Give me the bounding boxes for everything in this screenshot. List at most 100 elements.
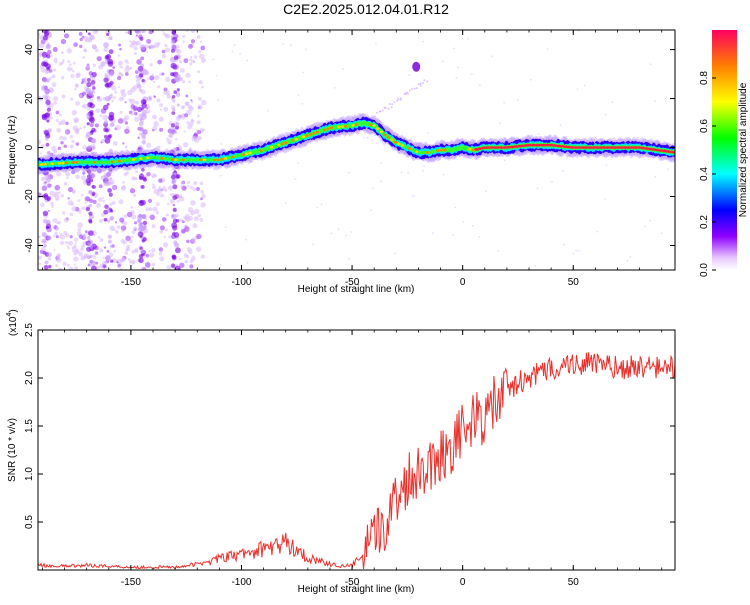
noise-speckle bbox=[411, 87, 414, 90]
noise-speckle bbox=[196, 114, 200, 118]
noise-column-speckle bbox=[140, 249, 145, 254]
ridge-core bbox=[576, 146, 582, 149]
noise-speckle bbox=[80, 193, 84, 197]
noise-speckle bbox=[103, 265, 107, 268]
ridge-core bbox=[354, 123, 359, 126]
noise-speckle bbox=[55, 264, 59, 268]
noise-speckle bbox=[86, 106, 91, 111]
noise-speckle bbox=[48, 68, 53, 73]
noise-speckle bbox=[77, 227, 82, 232]
noise-speckle bbox=[61, 94, 66, 99]
noise-column-speckle bbox=[139, 246, 143, 251]
noise-speckle bbox=[611, 101, 614, 104]
ridge-core bbox=[160, 157, 164, 160]
noise-column-speckle bbox=[42, 218, 48, 224]
ridge-core bbox=[580, 146, 586, 149]
noise-column-speckle bbox=[109, 244, 113, 248]
noise-speckle bbox=[134, 247, 139, 252]
y-tick-label: -40 bbox=[24, 238, 35, 253]
x-tick-label: 0 bbox=[460, 577, 466, 588]
ridge-core bbox=[64, 161, 68, 165]
noise-speckle bbox=[471, 224, 474, 227]
noise-speckle bbox=[370, 209, 373, 212]
noise-speckle bbox=[46, 49, 52, 55]
y-tick-label: 0.5 bbox=[24, 515, 35, 529]
ridge-core bbox=[591, 146, 597, 149]
noise-speckle bbox=[60, 140, 64, 145]
noise-speckle bbox=[626, 259, 629, 262]
ridge-core bbox=[291, 139, 295, 142]
noise-speckle bbox=[366, 136, 369, 139]
y-tick-label: 2.5 bbox=[24, 323, 35, 337]
noise-column-speckle bbox=[169, 129, 176, 135]
noise-speckle bbox=[119, 110, 123, 115]
noise-speckle bbox=[155, 202, 160, 207]
noise-speckle bbox=[83, 80, 87, 84]
noise-speckle bbox=[68, 240, 73, 246]
noise-speckle bbox=[197, 104, 203, 110]
noise-speckle bbox=[164, 43, 168, 48]
noise-speckle bbox=[387, 107, 390, 110]
noise-speckle bbox=[118, 96, 124, 102]
ridge-core bbox=[379, 130, 383, 134]
noise-speckle bbox=[67, 246, 70, 250]
noise-column-speckle bbox=[42, 210, 49, 217]
noise-speckle bbox=[394, 252, 397, 255]
noise-column-speckle bbox=[108, 167, 113, 172]
noise-speckle bbox=[189, 264, 194, 269]
noise-column-speckle bbox=[45, 99, 51, 105]
noise-speckle bbox=[644, 225, 647, 228]
ridge-core bbox=[400, 144, 405, 147]
ridge-core bbox=[61, 161, 65, 165]
noise-speckle bbox=[38, 255, 42, 260]
noise-speckle bbox=[69, 212, 74, 217]
noise-speckle bbox=[175, 116, 181, 121]
noise-speckle bbox=[330, 232, 333, 235]
noise-speckle bbox=[125, 64, 130, 69]
noise-speckle bbox=[130, 206, 134, 209]
noise-speckle bbox=[421, 81, 424, 84]
noise-speckle bbox=[166, 94, 171, 99]
noise-column-speckle bbox=[174, 247, 181, 254]
noise-speckle bbox=[122, 142, 125, 145]
noise-speckle bbox=[457, 66, 459, 69]
ridge-core bbox=[170, 158, 175, 161]
y-tick-label: 1.0 bbox=[24, 467, 35, 481]
noise-speckle bbox=[379, 110, 382, 113]
noise-speckle bbox=[108, 252, 114, 258]
noise-speckle bbox=[188, 106, 194, 112]
noise-speckle bbox=[70, 202, 75, 206]
noise-column-speckle bbox=[106, 32, 110, 37]
noise-speckle bbox=[384, 107, 387, 110]
noise-speckle bbox=[114, 90, 118, 94]
ridge-core bbox=[323, 128, 327, 132]
noise-speckle bbox=[373, 115, 376, 118]
noise-column-speckle bbox=[108, 36, 113, 41]
noise-speckle bbox=[176, 199, 180, 203]
noise-speckle bbox=[60, 193, 65, 198]
noise-speckle bbox=[74, 83, 79, 89]
noise-column-speckle bbox=[91, 265, 97, 270]
noise-speckle bbox=[132, 85, 138, 90]
noise-speckle bbox=[68, 63, 72, 67]
noise-column-speckle bbox=[89, 109, 94, 115]
noise-speckle bbox=[162, 32, 166, 36]
noise-column-speckle bbox=[139, 44, 146, 51]
snr-y-label: SNR (10 * v/v) bbox=[7, 418, 18, 482]
noise-speckle bbox=[437, 159, 439, 162]
noise-speckle bbox=[388, 103, 391, 106]
noise-speckle bbox=[114, 221, 118, 224]
noise-column-speckle bbox=[104, 175, 109, 181]
noise-speckle bbox=[99, 238, 104, 242]
noise-speckle bbox=[115, 230, 119, 234]
noise-speckle bbox=[127, 258, 131, 261]
y-tick-label: 0 bbox=[24, 144, 35, 150]
noise-speckle bbox=[408, 74, 411, 76]
ridge-core bbox=[633, 146, 639, 149]
noise-speckle bbox=[68, 266, 74, 270]
noise-speckle bbox=[78, 32, 83, 36]
noise-column-speckle bbox=[175, 73, 181, 80]
colorbar: 0.0 0.2 0.4 0.6 0.8 Normalized spectral ampl… bbox=[699, 30, 749, 277]
ridge-core bbox=[117, 159, 121, 163]
noise-speckle bbox=[131, 176, 136, 181]
